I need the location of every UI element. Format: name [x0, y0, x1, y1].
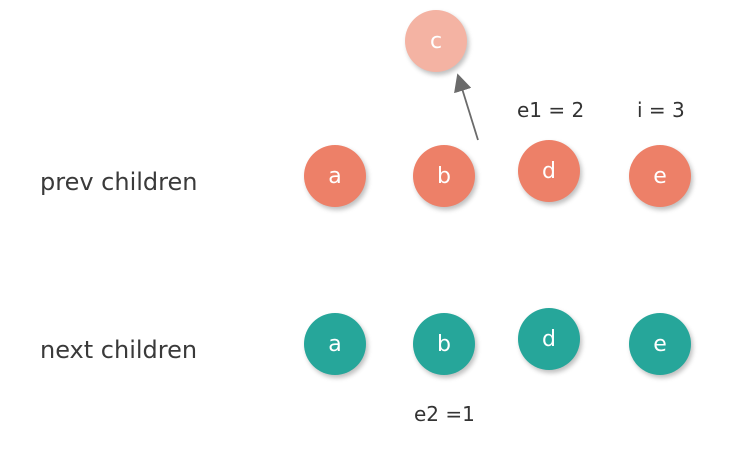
prev-children-label: prev children: [40, 168, 198, 196]
prev-node-e: e: [629, 145, 691, 207]
prev-node-a-label: a: [328, 163, 342, 189]
prev-node-d-label: d: [542, 158, 556, 184]
annotation-e2: e2 =1: [414, 402, 475, 426]
prev-node-e-label: e: [653, 163, 667, 189]
arrow-line: [454, 73, 479, 141]
next-node-a: a: [304, 313, 366, 375]
next-node-b: b: [413, 313, 475, 375]
prev-node-b: b: [413, 145, 475, 207]
next-node-a-label: a: [328, 331, 342, 357]
prev-node-d: d: [518, 140, 580, 202]
node-c-moved: c: [405, 10, 467, 72]
next-node-b-label: b: [437, 331, 451, 357]
prev-node-a: a: [304, 145, 366, 207]
prev-node-b-label: b: [437, 163, 451, 189]
next-node-e-label: e: [653, 331, 667, 357]
annotation-e1: e1 = 2: [517, 98, 585, 122]
next-children-label: next children: [40, 336, 198, 364]
next-node-d-label: d: [542, 326, 556, 352]
annotation-i: i = 3: [637, 98, 685, 122]
node-c-label: c: [429, 28, 443, 54]
next-node-d: d: [518, 308, 580, 370]
next-node-e: e: [629, 313, 691, 375]
